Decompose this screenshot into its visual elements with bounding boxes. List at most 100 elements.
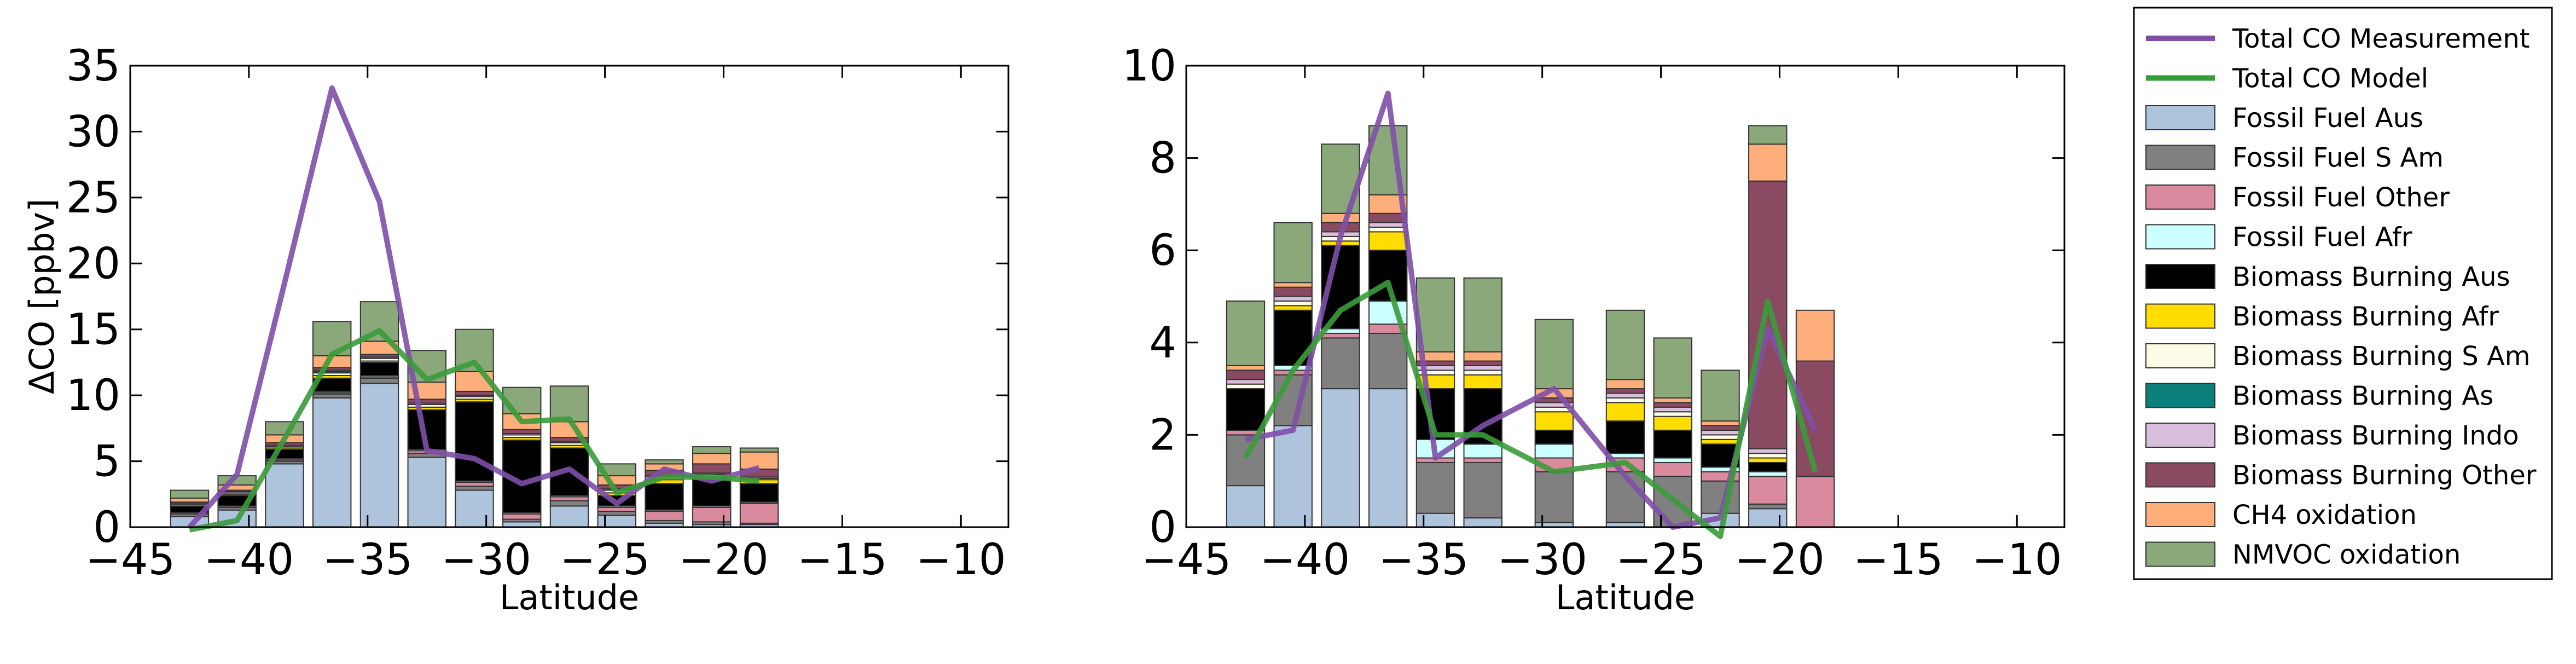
bar-segment <box>1653 461 1692 477</box>
bar-segment <box>1795 309 1835 362</box>
bar-segment <box>1605 388 1645 394</box>
bar-segment <box>1463 277 1502 353</box>
legend-label-fossil-fuel-aus: Fossil Fuel Aus <box>2232 103 2423 134</box>
bar-segment <box>502 429 542 434</box>
plot-frame <box>1185 65 2066 528</box>
bar-segment <box>265 421 304 436</box>
y-tick-label: 0 <box>93 503 120 552</box>
legend-label-biomass-burning-s-am: Biomass Burning S Am <box>2232 341 2531 372</box>
y-tick-label: 10 <box>1122 42 1176 91</box>
legend-label-nmvoc-oxidation: NMVOC oxidation <box>2232 540 2461 570</box>
legend-swatch-biomass-burning-s-am <box>2145 343 2215 368</box>
bar-segment <box>455 489 494 528</box>
bar-segment <box>692 463 732 474</box>
bar-segment <box>1653 397 1692 403</box>
bar-segment <box>359 377 399 384</box>
bar-segment <box>455 486 494 491</box>
legend-swatch-biomass-burning-other <box>2145 462 2215 488</box>
legend-label-fossil-fuel-other: Fossil Fuel Other <box>2232 182 2450 213</box>
bar-segment <box>1273 282 1313 288</box>
x-tick-label: −10 <box>1972 535 2062 585</box>
y-tick-label: 2 <box>1149 411 1176 460</box>
bar-segment <box>1368 222 1408 228</box>
bar-segment <box>1653 411 1692 417</box>
y-tick-label: 0 <box>1149 503 1176 552</box>
bar-segment <box>1273 286 1313 297</box>
x-tick-label: −45 <box>85 535 176 585</box>
bar-segment <box>359 383 399 528</box>
y-axis-label: ΔCO [ppbv] <box>22 199 62 394</box>
bar-segment <box>1653 429 1692 459</box>
bar-segment <box>1748 125 1788 145</box>
y-tick-label: 5 <box>93 437 120 487</box>
bar-segment <box>1463 517 1502 528</box>
bar-segment <box>692 453 732 465</box>
bar-segment <box>455 390 494 396</box>
bar-segment <box>1605 309 1645 380</box>
bar-segment <box>1748 471 1788 477</box>
x-tick-label: −20 <box>678 535 769 585</box>
plot-frame <box>129 65 1009 528</box>
bar-segment <box>1273 425 1313 528</box>
total-co-measurement-line <box>187 85 760 529</box>
legend-label-biomass-burning-other: Biomass Burning Other <box>2232 460 2537 491</box>
bar-segment <box>739 447 779 453</box>
bar-segment <box>1748 143 1788 182</box>
bar-segment <box>1273 222 1313 284</box>
bar-segment <box>739 503 779 524</box>
bar-segment <box>1748 180 1788 449</box>
bar-segment <box>1368 332 1408 390</box>
bar-segment <box>1605 379 1645 390</box>
bar-segment <box>170 498 210 503</box>
bar-segment <box>1701 425 1740 431</box>
total-co-model-line <box>189 328 759 533</box>
bar-segment <box>1273 296 1313 302</box>
bar-segment <box>1226 485 1266 528</box>
bar-segment <box>549 496 589 501</box>
legend-box <box>2133 7 2553 580</box>
bar-segment <box>1463 351 1502 362</box>
bar-segment <box>1653 402 1692 408</box>
bar-segment <box>1701 434 1740 440</box>
y-tick-label: 15 <box>66 305 120 355</box>
bar-segment <box>1605 397 1645 403</box>
legend-swatch-fossil-fuel-s-am <box>2145 145 2215 170</box>
bar-segment <box>1605 420 1645 454</box>
bar-segment <box>1748 508 1788 528</box>
bar-segment <box>1226 383 1266 390</box>
bar-segment <box>1795 476 1835 528</box>
bar-segment <box>359 361 399 377</box>
x-tick-label: −15 <box>797 535 887 585</box>
bar-segment <box>1534 411 1574 431</box>
bar-segment <box>597 506 636 512</box>
legend-label-biomass-burning-indo: Biomass Burning Indo <box>2232 420 2519 451</box>
legend-swatch-biomass-burning-as <box>2145 383 2215 408</box>
legend: Total CO Measurement Total CO Model Fossil… <box>2133 7 2553 580</box>
bar-segment <box>265 463 304 528</box>
bar-segment <box>1321 388 1360 528</box>
bar-segment <box>1748 503 1788 510</box>
bar-segment <box>645 483 684 511</box>
chart-right: −45 −40 −35 −30 −25 −20 −15 −10 0 2 4 6 8 10 Latitude <box>1122 42 2066 617</box>
bar-segment <box>692 479 732 507</box>
y-tick-label: 6 <box>1149 226 1176 275</box>
total-co-model-line <box>1243 280 1818 539</box>
bar-segment <box>1415 277 1455 353</box>
bar-segment <box>1701 429 1740 436</box>
bar-segment <box>1701 438 1740 445</box>
bar-segment <box>1226 434 1266 487</box>
bar-segment <box>1653 406 1692 413</box>
x-tick-label: −40 <box>1260 535 1350 585</box>
bar-segment <box>1748 476 1788 505</box>
legend-label-fossil-fuel-afr: Fossil Fuel Afr <box>2232 222 2412 253</box>
chart-left: −45 −40 −35 −30 −25 −20 −15 −10 0 5 10 15 20 25 30 35 La… <box>22 42 1009 617</box>
y-tick-label: 25 <box>66 174 120 223</box>
bar-segment <box>1463 360 1502 366</box>
y-tick-label: 10 <box>66 371 120 420</box>
bar-segment <box>455 482 494 487</box>
bar-segment <box>549 500 589 507</box>
x-tick-label: −10 <box>916 535 1006 585</box>
bar-segment <box>407 399 446 404</box>
bar-segment <box>1605 402 1645 422</box>
